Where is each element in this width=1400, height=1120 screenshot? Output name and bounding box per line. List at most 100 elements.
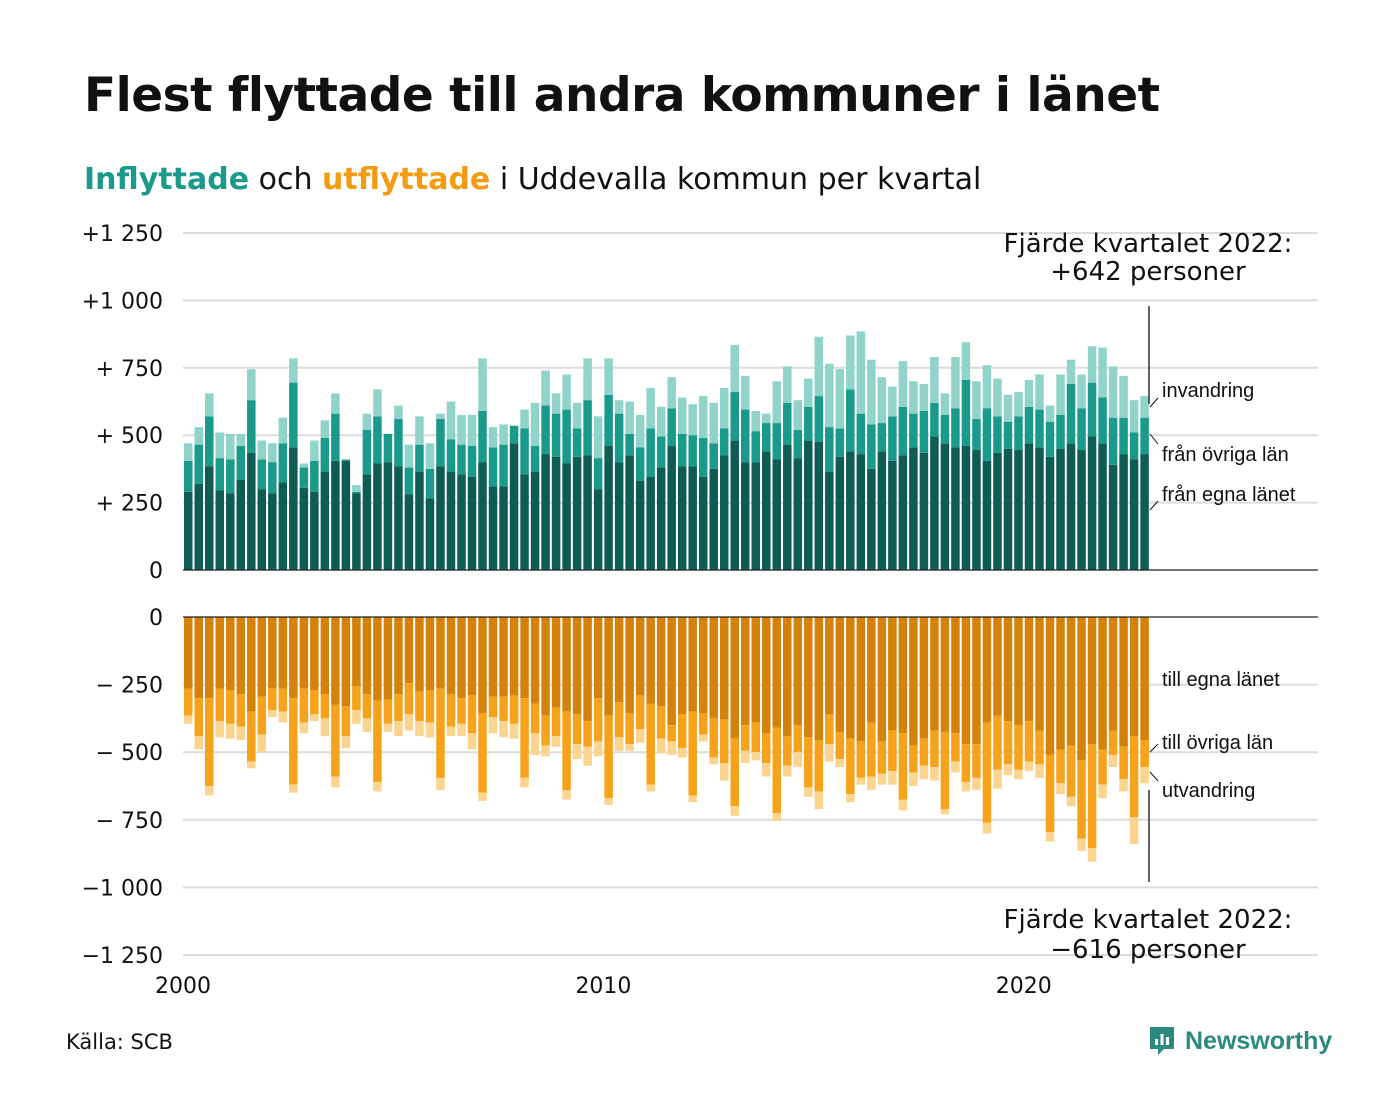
bar-out-own-county [993, 617, 1002, 716]
bar-in-other-counties [930, 402, 939, 437]
bar-in-immigration [940, 393, 950, 415]
inflow-component-labels: invandring från övriga län från egna län… [1149, 380, 1296, 511]
bar-out-emigration [604, 798, 613, 805]
bar-in-other-counties [215, 458, 225, 491]
bar-in-own-county [373, 463, 382, 570]
bar-out-own-county [930, 617, 939, 731]
bar-out-other-counties [310, 690, 319, 715]
bar-in-immigration [772, 381, 782, 424]
bar-in-other-counties [593, 458, 603, 490]
bar-in-other-counties [614, 413, 624, 463]
bar-out-other-counties [783, 735, 792, 766]
bar-out-own-county [572, 617, 582, 715]
bar-out-emigration [877, 773, 887, 785]
bar-in-immigration [1056, 374, 1065, 415]
bar-out-emigration [719, 763, 729, 781]
bar-out-own-county [1140, 617, 1149, 741]
bar-out-other-counties [478, 712, 487, 793]
bar-out-other-counties [740, 725, 750, 751]
bar-in-other-counties [362, 429, 372, 475]
bar-in-own-county [499, 486, 508, 570]
bar-in-other-counties [457, 444, 466, 475]
bar-in-immigration [373, 389, 382, 417]
bar-out-emigration [562, 790, 571, 800]
bar-in-other-counties [299, 467, 309, 488]
bar-out-own-county [614, 617, 624, 703]
bar-out-own-county [268, 617, 277, 689]
brand-name: Newsworthy [1185, 1026, 1333, 1055]
bar-in-own-county [1129, 459, 1139, 570]
x-tick-label: 2020 [996, 974, 1052, 999]
bar-out-own-county [793, 617, 803, 726]
bar-in-other-counties [509, 425, 519, 444]
bar-out-own-county [740, 617, 750, 726]
bar-out-emigration [520, 777, 529, 788]
bar-in-immigration [614, 400, 624, 414]
source-note: Källa: SCB [66, 1030, 173, 1054]
bar-in-own-county [205, 466, 214, 570]
bar-out-other-counties [289, 698, 298, 785]
bar-out-other-counties [551, 707, 561, 736]
bar-out-other-counties [184, 688, 193, 716]
bar-in-own-county [1066, 443, 1076, 570]
chart-subtitle: Inflyttade och utflyttade i Uddevalla ko… [84, 162, 981, 197]
bar-out-emigration [478, 792, 487, 801]
bar-in-immigration [205, 393, 214, 417]
bar-in-other-counties [404, 467, 414, 495]
bar-in-own-county [299, 487, 309, 570]
bar-out-other-counties [667, 725, 676, 742]
bar-in-own-county [719, 455, 729, 570]
bar-out-other-counties [457, 698, 466, 724]
bar-out-other-counties [719, 719, 729, 764]
bar-out-other-counties [268, 688, 277, 711]
bar-out-own-county [804, 617, 813, 738]
y-tick-label-in: + 750 [96, 357, 163, 382]
bar-out-emigration [457, 723, 466, 736]
bar-in-own-county [783, 444, 792, 570]
bar-out-own-county [783, 617, 792, 736]
bar-out-other-counties [688, 711, 697, 796]
bar-in-own-county [856, 454, 866, 570]
bar-in-other-counties [888, 416, 897, 461]
bar-in-immigration [625, 401, 634, 434]
bar-in-other-counties [268, 462, 277, 494]
bar-in-immigration [814, 336, 824, 397]
bar-out-other-counties [509, 695, 519, 724]
bar-out-emigration [352, 710, 361, 724]
bar-out-other-counties [625, 712, 634, 745]
bar-out-own-county [499, 617, 508, 697]
bar-out-own-county [909, 617, 918, 746]
bar-out-emigration [268, 710, 277, 718]
bar-in-other-counties [709, 443, 718, 469]
label-utvandring: utvandring [1162, 780, 1255, 802]
bar-out-other-counties [919, 738, 929, 766]
bar-out-own-county [1066, 617, 1076, 746]
bar-in-immigration [394, 405, 403, 420]
bar-out-emigration [247, 761, 256, 769]
bar-out-own-county [331, 617, 340, 705]
bar-in-own-county [593, 489, 603, 570]
bar-in-own-county [467, 476, 477, 570]
bar-out-other-counties [709, 718, 718, 758]
bar-out-emigration [1066, 796, 1076, 807]
bar-out-emigration [194, 735, 204, 750]
bar-in-own-county [677, 466, 687, 570]
bar-in-own-county [867, 468, 876, 570]
bar-in-own-county [457, 474, 466, 570]
inflow-annotation-line-1: Fjärde kvartalet 2022: [1004, 229, 1293, 259]
bar-in-immigration [1087, 346, 1097, 383]
bar-in-own-county [656, 467, 666, 570]
bar-out-own-county [299, 617, 309, 689]
bar-in-own-county [698, 476, 708, 570]
bar-out-emigration [299, 722, 309, 734]
bar-in-other-counties [677, 433, 687, 467]
bar-out-emigration [257, 734, 267, 753]
y-tick-label-in: +1 000 [82, 289, 163, 314]
bar-out-emigration [783, 765, 792, 777]
bar-in-immigration [783, 366, 792, 403]
bar-out-emigration [656, 738, 666, 754]
bar-in-own-county [383, 462, 393, 570]
bar-out-emigration [835, 758, 845, 768]
bar-in-own-county [709, 468, 718, 570]
y-tick-label-in: +1 250 [82, 222, 163, 247]
